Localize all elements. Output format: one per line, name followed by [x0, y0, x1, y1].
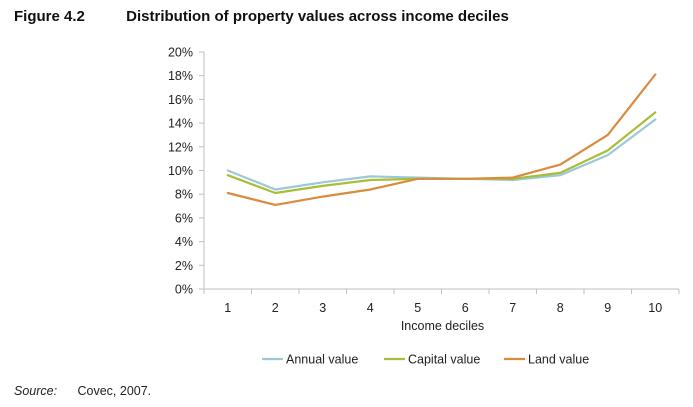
- legend-label: Annual value: [286, 353, 358, 367]
- y-tick-label: 18%: [168, 69, 193, 83]
- y-tick-label: 14%: [168, 117, 193, 131]
- figure-title: Distribution of property values across i…: [126, 8, 509, 25]
- y-tick-label: 12%: [168, 140, 193, 154]
- figure-heading: Figure 4.2 Distribution of property valu…: [14, 8, 509, 25]
- x-tick-label: 1: [224, 301, 231, 315]
- y-tick-label: 6%: [175, 211, 193, 225]
- y-tick-label: 8%: [175, 188, 193, 202]
- x-tick-label: 9: [604, 301, 611, 315]
- legend-label: Capital value: [408, 353, 480, 367]
- x-tick-label: 5: [414, 301, 421, 315]
- legend-label: Land value: [528, 353, 589, 367]
- y-tick-label: 2%: [175, 259, 193, 273]
- x-tick-label: 4: [367, 301, 374, 315]
- source-label: Source:: [14, 384, 58, 398]
- x-axis-title: Income deciles: [401, 319, 484, 333]
- series-line-land-value: [226, 73, 657, 206]
- x-tick-label: 8: [557, 301, 564, 315]
- figure-number: Figure 4.2: [14, 8, 85, 25]
- y-tick-label: 0%: [175, 283, 193, 297]
- x-tick-label: 7: [509, 301, 516, 315]
- x-tick-label: 3: [319, 301, 326, 315]
- source-note: Source: Covec, 2007.: [14, 384, 151, 398]
- y-tick-label: 20%: [168, 46, 193, 60]
- x-tick-label: 6: [462, 301, 469, 315]
- series-line-capital-value: [226, 111, 657, 195]
- y-tick-label: 10%: [168, 164, 193, 178]
- y-tick-label: 16%: [168, 93, 193, 107]
- y-tick-label: 4%: [175, 235, 193, 249]
- x-tick-label: 2: [272, 301, 279, 315]
- source-text: Covec, 2007.: [77, 384, 152, 398]
- x-tick-label: 10: [648, 301, 662, 315]
